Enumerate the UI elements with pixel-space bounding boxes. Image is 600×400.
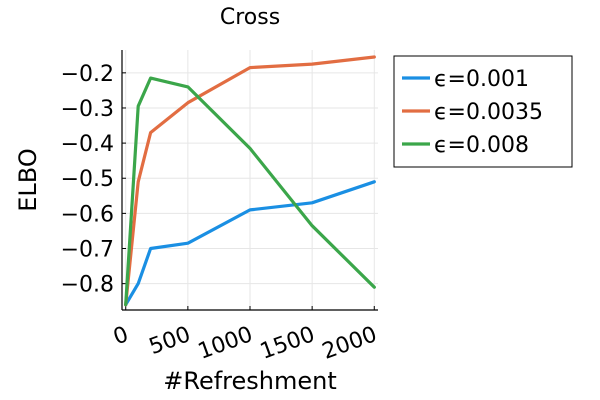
legend: ϵ=0.001 ϵ=0.0035 ϵ=0.008 — [393, 55, 573, 168]
chart-title: Cross — [220, 5, 280, 30]
y-tick-label: −0.7 — [61, 238, 114, 263]
axes: −0.8 −0.7 −0.6 −0.5 −0.4 −0.3 −0.2 0 500 1000 1500… — [61, 50, 380, 365]
legend-label: ϵ=0.0035 — [434, 100, 543, 125]
x-tick-label: 0 — [110, 322, 132, 350]
legend-label: ϵ=0.001 — [434, 67, 529, 92]
y-tick-label: −0.8 — [61, 273, 114, 298]
y-tick-label: −0.6 — [61, 202, 114, 227]
x-tick-label: 1000 — [195, 322, 256, 365]
series-line-1 — [124, 180, 376, 307]
series-line-2 — [124, 55, 376, 307]
legend-label: ϵ=0.008 — [434, 133, 529, 158]
series-line-3 — [124, 76, 376, 307]
y-tick-label: −0.5 — [61, 167, 114, 192]
y-tick-label: −0.2 — [61, 62, 114, 87]
x-tick-label: 2000 — [319, 322, 380, 365]
y-tick-label: −0.4 — [61, 132, 114, 157]
x-tick-label: 1500 — [257, 322, 318, 365]
y-tick-label: −0.3 — [61, 97, 114, 122]
x-tick-label: 500 — [146, 322, 194, 360]
y-axis-label: ELBO — [14, 148, 42, 211]
series-lines — [124, 55, 376, 307]
grid — [122, 50, 378, 310]
x-axis-label: #Refreshment — [163, 367, 337, 395]
